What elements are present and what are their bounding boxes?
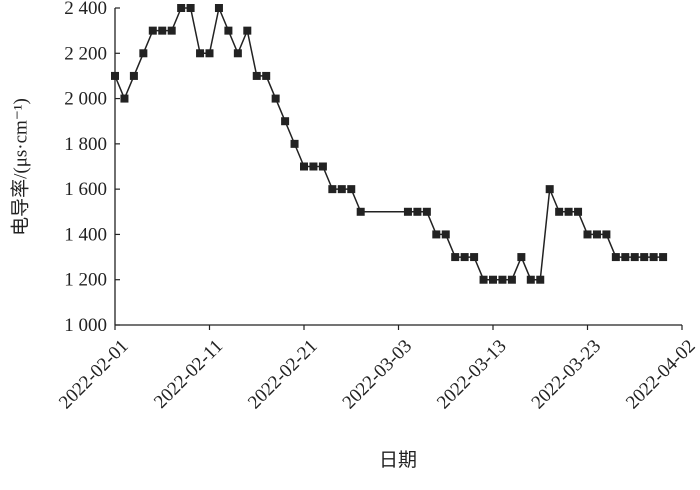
- x-tick-label: 2022-02-21: [244, 336, 322, 414]
- data-point: [555, 207, 564, 216]
- data-point: [281, 117, 290, 126]
- data-point: [592, 230, 601, 239]
- data-point: [536, 275, 545, 284]
- data-point: [129, 71, 138, 80]
- data-point: [432, 230, 441, 239]
- data-point: [186, 4, 195, 12]
- data-line: [114, 5, 664, 281]
- data-point: [564, 207, 573, 216]
- y-axis-label: 电导率/(μs·cm⁻¹): [9, 98, 31, 236]
- data-point: [262, 71, 271, 80]
- y-tick-label: 1 600: [64, 179, 107, 200]
- data-point: [489, 275, 497, 284]
- data-point: [205, 49, 214, 58]
- data-point: [328, 185, 337, 194]
- data-point: [649, 253, 658, 262]
- data-point: [611, 253, 620, 262]
- data-point: [224, 26, 233, 35]
- x-tick-label: 2022-03-03: [339, 336, 417, 414]
- y-tick-label: 1 800: [64, 134, 107, 155]
- data-point: [470, 253, 479, 262]
- data-point: [177, 4, 186, 12]
- data-point: [422, 207, 431, 216]
- data-point: [318, 162, 327, 171]
- data-point: [479, 275, 488, 284]
- x-tick-label: 2022-03-13: [433, 336, 511, 414]
- data-point: [498, 275, 507, 284]
- data-point: [356, 207, 365, 216]
- x-tick-label: 2022-02-01: [55, 336, 133, 414]
- data-point: [214, 4, 223, 12]
- y-tick-label: 2 400: [64, 0, 107, 19]
- data-point: [507, 275, 516, 284]
- data-point: [602, 230, 611, 239]
- y-tick-label: 2 000: [64, 89, 107, 110]
- x-tick-label: 2022-03-23: [528, 336, 606, 414]
- y-tick-label: 1 000: [64, 315, 107, 336]
- data-point: [243, 26, 252, 35]
- x-tick-label: 2022-04-02: [622, 336, 700, 414]
- x-axis-label: 日期: [379, 449, 417, 471]
- data-point: [337, 185, 346, 194]
- data-point: [517, 253, 526, 262]
- data-point: [574, 207, 583, 216]
- data-point: [451, 253, 460, 262]
- data-point: [640, 253, 649, 262]
- data-point: [583, 230, 592, 239]
- data-point: [659, 253, 668, 262]
- data-point: [545, 185, 554, 194]
- data-point: [158, 26, 167, 35]
- data-point: [233, 49, 242, 58]
- data-point: [309, 162, 318, 171]
- y-tick-label: 1 200: [64, 270, 107, 291]
- data-point: [630, 253, 639, 262]
- data-point: [526, 275, 535, 284]
- y-tick-label: 2 200: [64, 43, 107, 64]
- data-point: [403, 207, 412, 216]
- data-point: [300, 162, 308, 171]
- y-tick-label: 1 400: [64, 224, 107, 245]
- data-point: [148, 26, 157, 35]
- data-point: [139, 49, 148, 58]
- data-point: [167, 26, 176, 35]
- data-point: [413, 207, 422, 216]
- data-point: [441, 230, 450, 239]
- data-point: [271, 94, 280, 103]
- data-point: [120, 94, 129, 103]
- data-point: [460, 253, 469, 262]
- data-point: [111, 71, 119, 80]
- data-point: [290, 139, 299, 148]
- data-point: [196, 49, 205, 58]
- data-point: [621, 253, 630, 262]
- data-point: [347, 185, 356, 194]
- x-tick-label: 2022-02-11: [150, 336, 227, 413]
- data-point: [252, 71, 261, 80]
